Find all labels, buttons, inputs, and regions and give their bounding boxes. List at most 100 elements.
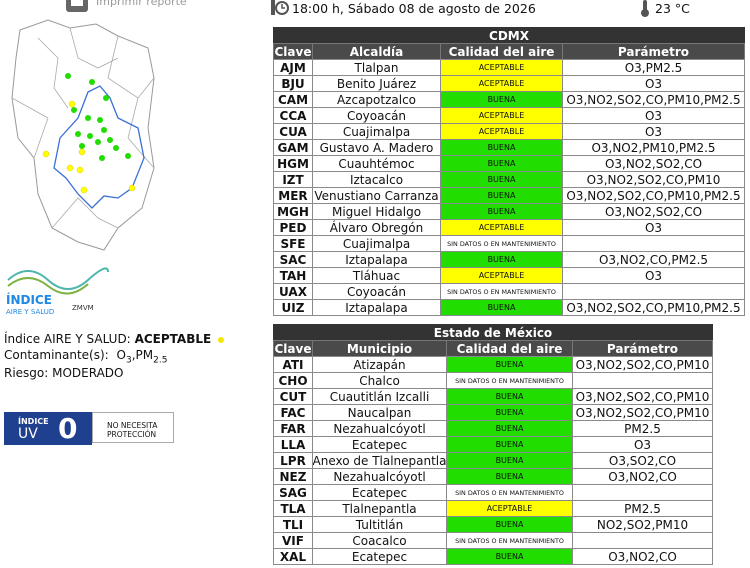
station-name: Coyoacán: [312, 107, 441, 124]
parameters: O3,NO2,SO2,CO,PM10,PM2.5: [562, 187, 745, 204]
air-quality: BUENA: [446, 468, 573, 485]
parameters: O3,NO2,CO: [572, 468, 713, 485]
station-name: Iztapalapa: [312, 299, 441, 316]
column-header: Parámetro: [572, 340, 713, 357]
pollutant: ,PM2.5: [131, 348, 168, 366]
parameters: O3,NO2,CO,PM2.5: [562, 251, 745, 268]
parameters: O3,NO2,SO2,CO,PM10: [572, 388, 713, 405]
station-code: AJM: [273, 59, 313, 76]
parameters: O3: [562, 219, 745, 236]
station-code: SAC: [273, 251, 313, 268]
station-name: Ecatepec: [312, 436, 447, 453]
parameters: O3: [562, 75, 745, 92]
datetime: 18:00 h, Sábado 08 de agosto de 2026: [292, 1, 536, 16]
air-quality: BUENA: [446, 452, 573, 469]
station-name: Nezahualcóyotl: [312, 468, 447, 485]
station-name: Nezahualcóyotl: [312, 420, 447, 437]
parameters: O3: [572, 436, 713, 453]
air-quality: BUENA: [440, 139, 563, 156]
station-name: Iztacalco: [312, 171, 441, 188]
pollutant: O3: [117, 348, 132, 366]
logo: ÍNDICE AIRE Y SALUD ZMVM: [6, 267, 109, 316]
parameters: PM2.5: [572, 500, 713, 517]
uv-label-top: ÍNDICE: [18, 417, 49, 426]
pollutant-text: ,PM: [131, 348, 154, 362]
station-code: MGH: [273, 203, 313, 220]
pollutant-sub: 2.5: [153, 355, 168, 366]
air-quality: ACEPTABLE: [440, 75, 563, 92]
air-quality: BUENA: [440, 299, 563, 316]
air-quality: BUENA: [446, 404, 573, 421]
parameters: PM2.5: [572, 420, 713, 437]
air-quality: SIN DATOS O EN MANTENIMIENTO: [440, 283, 563, 300]
print-icon[interactable]: [64, 0, 90, 14]
station-name: Coyoacán: [312, 283, 441, 300]
index-label: Índice AIRE Y SALUD:: [4, 332, 131, 346]
station-code: TLI: [273, 516, 313, 533]
station-name: Azcapotzalco: [312, 91, 441, 108]
column-header: Calidad del aire: [440, 43, 563, 60]
uv-value: 0: [58, 412, 78, 445]
air-quality: BUENA: [446, 388, 573, 405]
air-quality: ACEPTABLE: [446, 500, 573, 517]
parameters: O3,PM2.5: [562, 59, 745, 76]
air-quality: BUENA: [446, 548, 573, 565]
station-code: SFE: [273, 235, 313, 252]
station-code: TAH: [273, 267, 313, 284]
index-dot: [218, 336, 225, 343]
air-quality: SIN DATOS O EN MANTENIMIENTO: [446, 484, 573, 501]
parameters: O3,NO2,SO2,CO: [562, 155, 745, 172]
station-code: LPR: [273, 452, 313, 469]
station-code: VIF: [273, 532, 313, 549]
uv-message-line: PROTECCIÓN: [107, 430, 157, 439]
air-quality: BUENA: [440, 171, 563, 188]
uv-message-line: NO NECESITA: [107, 421, 158, 430]
station-code: UAX: [273, 283, 313, 300]
air-quality: BUENA: [440, 203, 563, 220]
station-code: IZT: [273, 171, 313, 188]
station-code: HGM: [273, 155, 313, 172]
uv-box: ÍNDICE UV 0: [4, 412, 92, 445]
air-quality: SIN DATOS O EN MANTENIMIENTO: [440, 235, 563, 252]
parameters: [562, 235, 745, 252]
parameters: O3: [562, 267, 745, 284]
parameters: O3,NO2,SO2,CO,PM10: [572, 356, 713, 373]
station-name: Tláhuac: [312, 267, 441, 284]
table-title: Estado de México: [273, 324, 713, 341]
station-code: LLA: [273, 436, 313, 453]
air-quality: BUENA: [446, 516, 573, 533]
station-name: Ecatepec: [312, 548, 447, 565]
station-code: GAM: [273, 139, 313, 156]
temperature: 23 °C: [655, 1, 690, 16]
parameters: O3,NO2,CO: [572, 548, 713, 565]
station-name: Venustiano Carranza: [312, 187, 441, 204]
station-name: Cuauhtémoc: [312, 155, 441, 172]
index-value: ACEPTABLE: [134, 332, 212, 346]
air-quality: ACEPTABLE: [440, 123, 563, 140]
risk: Riesgo: MODERADO: [4, 366, 124, 380]
station-name: Miguel Hidalgo: [312, 203, 441, 220]
pollutant-sub: 3: [126, 355, 132, 366]
air-quality: BUENA: [446, 420, 573, 437]
column-header: Parámetro: [562, 43, 745, 60]
station-name: Cuajimalpa: [312, 235, 441, 252]
station-name: Cuajimalpa: [312, 123, 441, 140]
print-link[interactable]: Imprimir reporte: [96, 0, 187, 8]
station-code: CHO: [273, 372, 313, 389]
parameters: [562, 283, 745, 300]
station-name: Ecatepec: [312, 484, 447, 501]
map: [11, 19, 155, 251]
air-quality: ACEPTABLE: [440, 107, 563, 124]
uv-message: NO NECESITA PROTECCIÓN: [92, 412, 174, 443]
station-name: Iztapalapa: [312, 251, 441, 268]
station-code: CCA: [273, 107, 313, 124]
air-quality: BUENA: [446, 436, 573, 453]
air-quality: SIN DATOS O EN MANTENIMIENTO: [446, 372, 573, 389]
parameters: [572, 484, 713, 501]
parameters: O3,NO2,SO2,CO,PM10,PM2.5: [562, 91, 745, 108]
column-header: Clave: [273, 340, 313, 357]
column-header: Calidad del aire: [446, 340, 573, 357]
station-code: FAC: [273, 404, 313, 421]
